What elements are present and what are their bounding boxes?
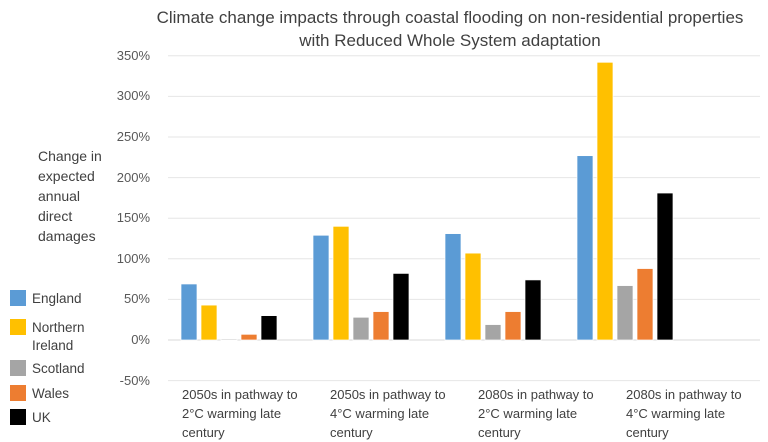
bar-wales (504, 311, 522, 341)
bar-scotland (484, 324, 502, 341)
y-tick-label: 350% (116, 47, 150, 63)
legend-swatch (10, 360, 26, 376)
legend-label: England (32, 291, 82, 306)
bar-scotland (352, 316, 370, 341)
bar-scotland (616, 285, 634, 341)
bar-northern-ireland (200, 304, 218, 341)
legend-label: Northern Ireland (32, 320, 85, 353)
plot-area (168, 55, 760, 382)
x-category-label: 2050s in pathway to 2°C warming late cen… (182, 387, 298, 440)
y-tick-label: 150% (116, 210, 150, 226)
legend-item: Scotland (10, 360, 102, 378)
bar-wales (636, 268, 654, 341)
x-category-label: 2080s in pathway to 4°C warming late cen… (626, 387, 742, 440)
bar-england (180, 283, 198, 341)
bar-uk (260, 315, 278, 341)
legend-item: England (10, 290, 102, 308)
bar-england (576, 155, 594, 341)
y-tick-label: 200% (116, 169, 150, 185)
bar-wales (372, 311, 390, 341)
y-axis-label: Change in expected annual direct damages (38, 148, 102, 244)
bar-england (444, 233, 462, 341)
legend-swatch (10, 385, 26, 401)
legend-item: Northern Ireland (10, 319, 102, 355)
bar-uk (392, 273, 410, 341)
y-tick-label: 50% (123, 291, 150, 307)
bar-northern-ireland (464, 252, 482, 341)
legend-swatch (10, 409, 26, 425)
legend-item: Wales (10, 385, 102, 403)
legend-label: Scotland (32, 361, 85, 376)
y-tick-label: -50% (119, 372, 150, 388)
bar-england (312, 234, 330, 341)
legend-item: UK (10, 409, 102, 427)
chart-title: Climate change impacts through coastal f… (156, 8, 744, 50)
y-tick-label: 250% (116, 129, 150, 144)
x-category-label: 2080s in pathway to 2°C warming late cen… (478, 387, 594, 440)
legend-swatch (10, 319, 26, 335)
bar-northern-ireland (332, 225, 350, 341)
bar-uk (524, 279, 542, 341)
bar-uk (656, 192, 674, 341)
bar-wales (240, 333, 258, 341)
x-category-label: 2050s in pathway to 4°C warming late cen… (330, 387, 446, 440)
bar-northern-ireland (596, 61, 614, 341)
y-tick-label: 100% (116, 250, 150, 266)
y-tick-label: 300% (116, 88, 150, 104)
y-tick-label: 0% (131, 332, 150, 347)
legend-label: UK (32, 410, 51, 425)
legend-label: Wales (32, 386, 70, 401)
bar-scotland (220, 338, 238, 341)
legend-swatch (10, 290, 26, 306)
